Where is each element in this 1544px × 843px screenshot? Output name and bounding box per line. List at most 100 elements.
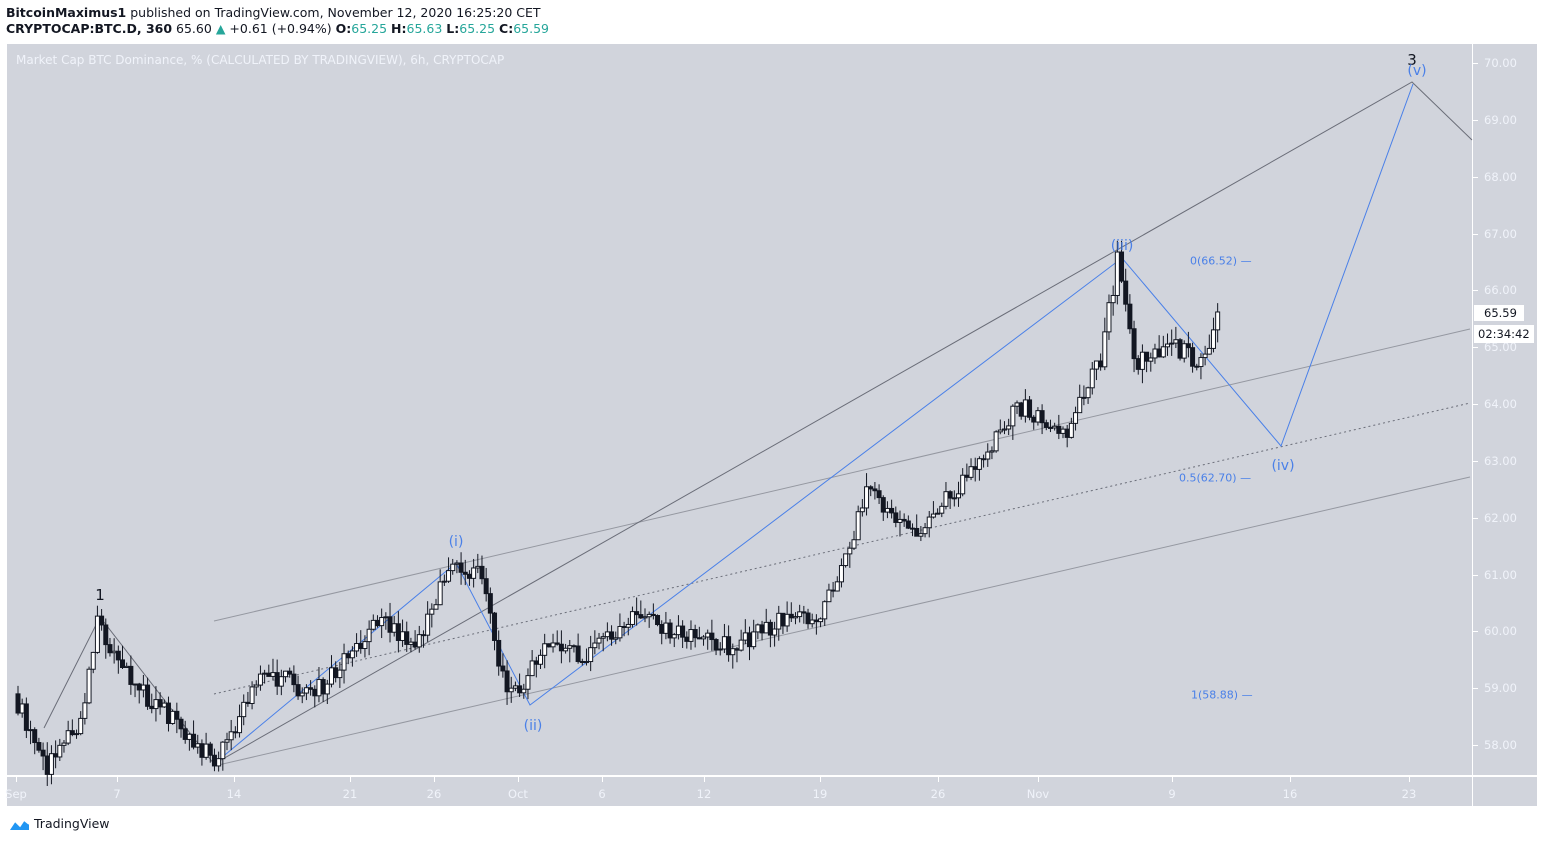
candle-up <box>299 692 305 697</box>
candle-up <box>1148 357 1154 362</box>
candle-down <box>500 665 506 672</box>
candle-up <box>249 686 255 704</box>
candle-down <box>32 729 38 744</box>
time-tick-mark <box>820 777 821 782</box>
low-value: 65.25 <box>459 21 496 36</box>
publish-info: BitcoinMaximus1 published on TradingView… <box>6 5 541 20</box>
channel-upper-line[interactable] <box>213 328 1471 622</box>
candle-up <box>776 612 782 630</box>
candle-up <box>1089 368 1095 389</box>
candle-down <box>880 497 886 513</box>
candle-up <box>1035 410 1041 423</box>
candle-down <box>546 643 552 648</box>
candle-down <box>634 611 640 616</box>
candle-up <box>847 547 853 555</box>
candle-down <box>462 571 468 575</box>
wave-label-ii: (ii) <box>523 718 543 734</box>
candle-down <box>1123 280 1129 305</box>
candle-up <box>1169 342 1175 345</box>
candle-down <box>684 636 690 642</box>
time-axis[interactable] <box>7 776 1472 806</box>
candle-down <box>1081 396 1087 399</box>
candle-down <box>1127 303 1133 330</box>
candle-up <box>1068 422 1074 438</box>
candle-down <box>287 670 293 675</box>
candle-up <box>90 651 96 670</box>
candle-up <box>600 636 606 639</box>
candle-down <box>496 639 502 667</box>
candle-up <box>989 450 995 453</box>
candle-down <box>575 645 581 662</box>
fib-level-1: 1(58.88) — <box>1191 688 1253 702</box>
candle-down <box>69 730 75 736</box>
candle-down <box>211 754 217 767</box>
candle-down <box>579 660 585 663</box>
candle-up <box>370 619 376 630</box>
wave-label-v: (v) <box>1407 63 1427 79</box>
tradingview-brand[interactable]: TradingView <box>8 816 110 831</box>
candle-down <box>1056 425 1062 434</box>
candle-down <box>813 619 819 623</box>
time-tick-label: 26 <box>930 787 946 801</box>
candle-down <box>801 611 807 614</box>
candle-up <box>542 643 548 656</box>
candle-up <box>663 622 669 634</box>
candle-down <box>174 710 180 720</box>
candle-up <box>529 660 535 677</box>
candle-up <box>1160 346 1166 358</box>
candle-up <box>383 616 389 619</box>
publish-text: published on TradingView.com, November 1… <box>130 5 541 20</box>
time-tick-label: 7 <box>113 787 121 801</box>
candle-up <box>379 617 385 627</box>
candle-up <box>216 758 222 767</box>
price-tick-mark <box>1473 176 1478 178</box>
candle-down <box>157 699 163 708</box>
candle-up <box>625 623 631 628</box>
candle-up <box>341 653 347 671</box>
candle-down <box>893 512 899 523</box>
candle-up <box>262 672 268 675</box>
candle-up <box>943 491 949 507</box>
open-label: O: <box>335 21 352 36</box>
candle-up <box>28 729 34 732</box>
candle-down <box>964 474 970 478</box>
candle-down <box>387 616 393 633</box>
candle-up <box>797 611 803 618</box>
candle-up <box>538 654 543 665</box>
candle-down <box>905 520 911 529</box>
candle-down <box>295 684 301 697</box>
chart-plot-area[interactable] <box>7 44 1472 775</box>
candle-up <box>930 513 936 518</box>
price-tick-mark <box>1473 290 1478 292</box>
candle-down <box>650 613 656 617</box>
channel-lower-line[interactable] <box>213 476 1471 767</box>
candle-down <box>136 683 142 691</box>
candle-up <box>1093 360 1099 370</box>
candle-up <box>592 642 598 649</box>
candle-up <box>705 632 711 638</box>
time-tick-label: Sep <box>5 787 27 801</box>
candle-up <box>629 611 635 625</box>
primary-wave-path[interactable] <box>43 81 1473 765</box>
candle-up <box>1052 425 1058 429</box>
channel-middle-dotted-line[interactable] <box>213 402 1471 695</box>
candle-down <box>128 665 134 685</box>
candle-up <box>454 562 460 565</box>
price-axis[interactable] <box>1472 44 1537 775</box>
subwave-path[interactable] <box>213 83 1414 765</box>
time-tick-mark <box>938 777 939 782</box>
candle-up <box>354 643 360 652</box>
candle-up <box>82 702 88 719</box>
candle-up <box>834 581 840 592</box>
candle-up <box>270 672 276 677</box>
chart-title: Market Cap BTC Dominance, % (CALCULATED … <box>16 53 505 67</box>
candle-down <box>780 612 786 627</box>
candle-down <box>1185 343 1191 349</box>
candle-down <box>191 733 197 748</box>
author-name[interactable]: BitcoinMaximus1 <box>6 5 127 20</box>
candle-up <box>738 639 744 651</box>
wave-label-3: 3 <box>1407 51 1417 69</box>
candle-up <box>224 739 230 743</box>
candle-up <box>772 628 778 636</box>
candle-up <box>391 623 397 633</box>
